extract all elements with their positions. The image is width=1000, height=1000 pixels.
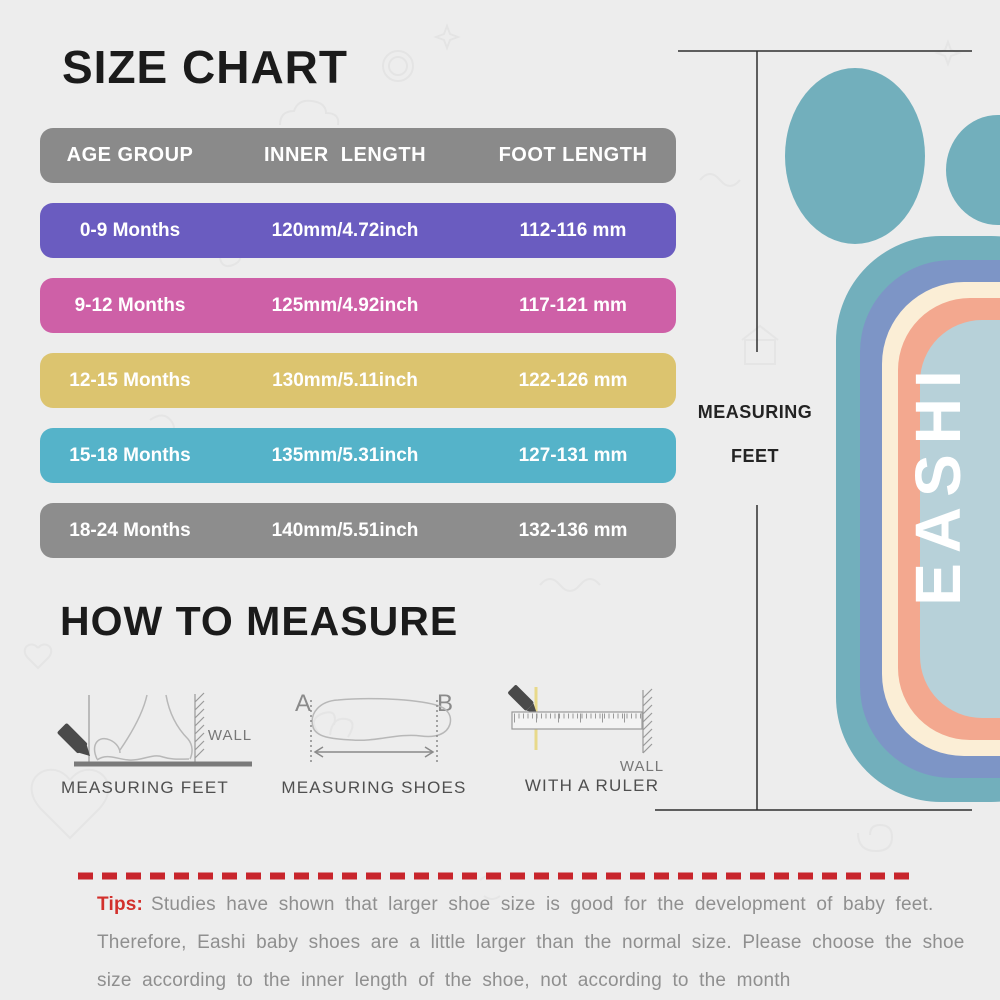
tips-line: size according to the inner length of th… (97, 970, 791, 991)
cell-age-group: 12-15 Months (69, 369, 191, 391)
cell-foot-length: 112-116 mm (519, 219, 627, 241)
table-row: 0-9 Months 120mm/4.72inch 112-116 mm (40, 203, 676, 258)
footprint-graphic: EASHI (785, 68, 1000, 802)
measuring-feet-label-line2: FEET (730, 446, 779, 466)
foot-center (920, 320, 1000, 718)
measuring-feet-label: MEASURING FEET (676, 390, 834, 478)
cell-age-group: 15-18 Months (69, 444, 191, 466)
cell-age-group: 18-24 Months (69, 519, 191, 541)
shoe-sole-outline (311, 697, 452, 742)
pencil-icon (508, 685, 537, 714)
diagram-with-a-ruler: WALL WITH A RULER (508, 685, 664, 795)
cell-foot-length: 127-131 mm (518, 444, 628, 466)
cell-inner-length: 120mm/4.72inch (271, 219, 419, 241)
diagram-caption: MEASURING SHOES (281, 778, 466, 797)
page-title: SIZE CHART (62, 41, 348, 93)
point-b-label: B (437, 690, 453, 717)
wall-label: WALL (620, 758, 664, 775)
table-row: 12-15 Months 130mm/5.11inch 122-126 mm (40, 353, 676, 408)
foot-outline (93, 694, 193, 761)
cell-inner-length: 140mm/5.51inch (271, 519, 419, 541)
cell-foot-length: 122-126 mm (518, 369, 628, 391)
cell-age-group: 0-9 Months (79, 219, 181, 241)
header-cell-foot-length: FOOT LENGTH (498, 144, 648, 166)
tips-line: Tips: Studies have shown that larger shoe… (97, 886, 977, 924)
brand-text: EASHI (902, 360, 974, 606)
length-arrow (313, 746, 435, 758)
header-cell-inner-length: INNER LENGTH (263, 144, 427, 166)
measuring-lines (655, 50, 972, 811)
diagram-measuring-shoes: A B MEASURING SHOES (281, 690, 466, 797)
diagram-measuring-feet: WALL MEASURING FEET (57, 692, 252, 797)
tips-paragraph: Tips: Studies have shown that larger shoe… (97, 886, 977, 1000)
table-row: 15-18 Months 135mm/5.31inch 127-131 mm (40, 428, 676, 483)
point-a-label: A (295, 690, 311, 717)
tips-text: Studies have shown that larger shoe size… (151, 894, 934, 915)
cell-inner-length: 130mm/5.11inch (272, 369, 418, 391)
tips-label: Tips: (97, 894, 144, 915)
dotted-guides (310, 700, 438, 762)
diagram-caption: MEASURING FEET (61, 778, 229, 797)
table-row: 18-24 Months 140mm/5.51inch 132-136 mm (40, 503, 676, 558)
wall-hatch (642, 688, 653, 754)
header-cell-age-group: AGE GROUP (66, 144, 194, 166)
cell-inner-length: 135mm/5.31inch (271, 444, 419, 466)
wall-hatch (194, 692, 205, 762)
tips-line: Therefore, Eashi baby shoes are a little… (97, 932, 965, 953)
cell-foot-length: 132-136 mm (518, 519, 628, 541)
diagram-caption: WITH A RULER (525, 776, 659, 795)
pencil-icon (57, 723, 90, 756)
cell-foot-length: 117-121 mm (519, 294, 627, 316)
table-header-row: AGE GROUP INNER LENGTH FOOT LENGTH (40, 128, 676, 183)
table-row: 9-12 Months 125mm/4.92inch 117-121 mm (40, 278, 676, 333)
how-to-measure-title: HOW TO MEASURE (60, 598, 459, 644)
measuring-feet-label-line1: MEASURING (697, 402, 813, 422)
wall-label: WALL (208, 727, 252, 744)
big-toe (785, 68, 925, 244)
cell-inner-length: 125mm/4.92inch (271, 294, 419, 316)
second-toe (946, 115, 1000, 225)
cell-age-group: 9-12 Months (74, 294, 186, 316)
